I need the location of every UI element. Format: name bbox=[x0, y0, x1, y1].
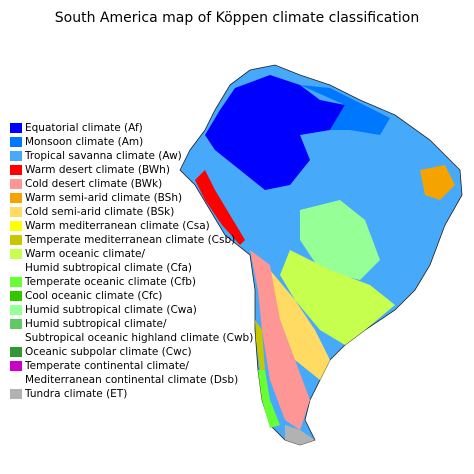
legend-swatch bbox=[10, 249, 22, 259]
region-et bbox=[285, 425, 315, 445]
legend-label: Tropical savanna climate (Aw) bbox=[24, 150, 182, 162]
legend-label: Mediterranean continental climate (Dsb) bbox=[25, 374, 238, 386]
legend-swatch bbox=[10, 235, 22, 245]
map bbox=[179, 64, 463, 446]
legend-label: Equatorial climate (Af) bbox=[25, 122, 143, 134]
legend-swatch bbox=[10, 277, 22, 287]
legend-swatch bbox=[10, 361, 22, 371]
legend: Equatorial climate (Af) Monsoon climate (… bbox=[10, 122, 253, 400]
legend-label: Warm oceanic climate/ bbox=[25, 248, 145, 260]
legend-swatch bbox=[10, 291, 22, 301]
legend-label: Cold semi-arid climate (BSk) bbox=[25, 206, 174, 218]
legend-label: Humid subtropical climate (Cfa) bbox=[25, 262, 192, 274]
legend-label: Warm mediterranean climate (Csa) bbox=[25, 220, 210, 232]
legend-swatch bbox=[10, 221, 22, 231]
legend-label: Humid subtropical climate/ bbox=[25, 318, 167, 330]
region-cwa bbox=[300, 200, 380, 280]
region-csb bbox=[255, 320, 265, 370]
legend-swatch bbox=[10, 207, 22, 217]
region-cfb bbox=[258, 370, 280, 428]
legend-label: Cold desert climate (BWk) bbox=[25, 178, 162, 190]
legend-swatch bbox=[10, 319, 22, 329]
legend-label: Temperate continental climate/ bbox=[24, 360, 189, 372]
region-am bbox=[300, 85, 390, 135]
legend-label: Temperate oceanic climate (Cfb) bbox=[24, 276, 196, 288]
region-bwh bbox=[195, 170, 245, 245]
legend-swatch bbox=[10, 347, 22, 357]
legend-label: Humid subtropical climate (Cwa) bbox=[25, 304, 197, 316]
title: South America map of Köppen climate clas… bbox=[55, 10, 419, 26]
legend-label: Subtropical oceanic highland climate (Cw… bbox=[25, 332, 253, 344]
region-bwk bbox=[250, 250, 310, 430]
legend-swatch bbox=[10, 151, 22, 161]
legend-label: Monsoon climate (Am) bbox=[25, 136, 143, 148]
region-af bbox=[205, 75, 345, 190]
legend-label: Warm semi-arid climate (BSh) bbox=[25, 192, 182, 204]
legend-swatch bbox=[10, 165, 22, 175]
legend-label: Temperate mediterranean climate (Csb) bbox=[24, 234, 235, 246]
region-bsh-ne bbox=[420, 165, 455, 200]
legend-swatch bbox=[10, 137, 22, 147]
legend-swatch bbox=[10, 123, 22, 133]
legend-swatch bbox=[10, 179, 22, 189]
region-cfa bbox=[280, 250, 395, 345]
legend-label: Cool oceanic climate (Cfc) bbox=[25, 290, 162, 302]
legend-label: Tundra climate (ET) bbox=[24, 388, 127, 400]
region-bsk bbox=[270, 270, 330, 380]
legend-swatch bbox=[10, 389, 22, 399]
legend-label: Oceanic subpolar climate (Cwc) bbox=[25, 346, 192, 358]
legend-swatch bbox=[10, 305, 22, 315]
legend-swatch bbox=[10, 193, 22, 203]
legend-label: Warm desert climate (BWh) bbox=[25, 164, 170, 176]
